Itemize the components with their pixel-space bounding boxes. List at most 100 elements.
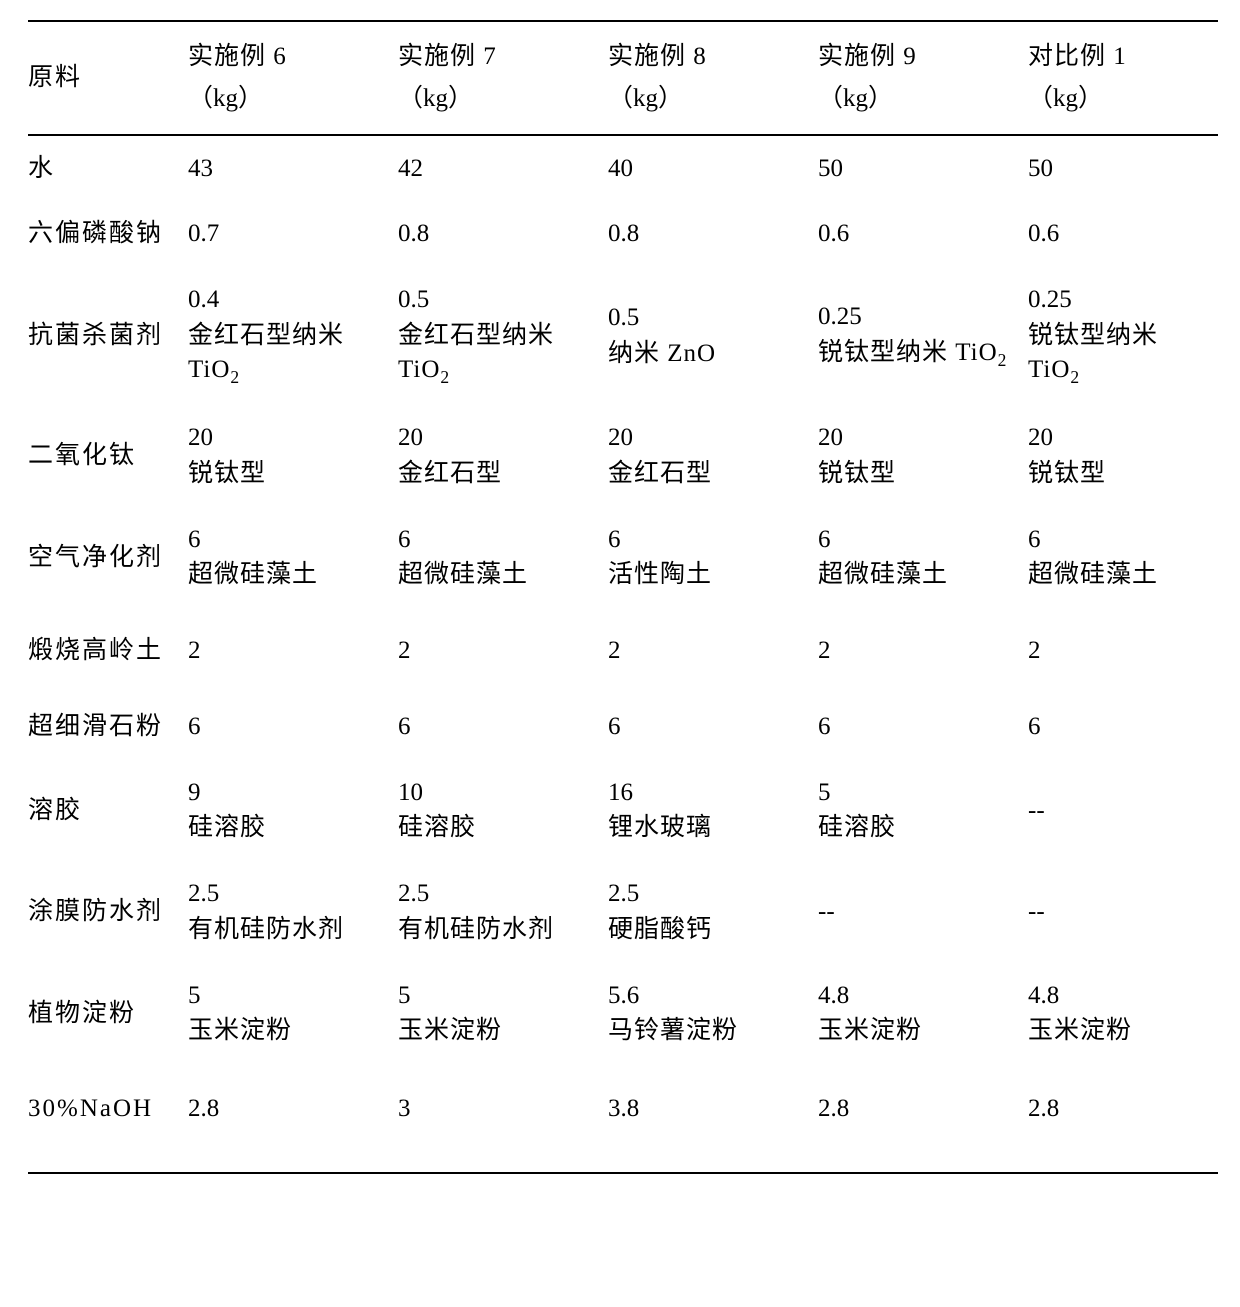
cell-value: 20 (1028, 421, 1214, 455)
table-cell: 6 (188, 694, 398, 760)
table-row: 二氧化钛20锐钛型20金红石型20金红石型20锐钛型20锐钛型 (28, 405, 1218, 507)
cell-value: 2.8 (188, 1092, 394, 1126)
cell-subtext: 活性陶土 (608, 558, 814, 592)
cell-subtext: 玉米淀粉 (1028, 1014, 1214, 1048)
table-cell: 5玉米淀粉 (188, 963, 398, 1065)
cell-subtext: 玉米淀粉 (398, 1014, 604, 1048)
cell-value: 20 (398, 421, 604, 455)
table-cell: 2.5有机硅防水剂 (398, 861, 608, 963)
col-header-line1: 实施例 6 (188, 40, 394, 74)
row-label: 植物淀粉 (28, 963, 188, 1065)
table-cell: 42 (398, 135, 608, 202)
table-cell: 0.25锐钛型纳米 TiO2 (1028, 267, 1218, 405)
cell-subtext: 有机硅防水剂 (188, 913, 394, 947)
row-label-text: 植物淀粉 (28, 1000, 136, 1027)
cell-value: 6 (818, 523, 1024, 557)
cell-value: -- (1028, 794, 1214, 828)
cell-value: 42 (398, 152, 604, 186)
cell-value: 6 (188, 710, 394, 744)
cell-value: 5 (818, 776, 1024, 810)
row-label: 煅烧高岭土 (28, 608, 188, 694)
cell-subtext: 硅溶胶 (188, 811, 394, 845)
row-label-text: 30%NaOH (28, 1095, 153, 1122)
table-cell: 0.5纳米 ZnO (608, 267, 818, 405)
row-label: 二氧化钛 (28, 405, 188, 507)
table-body: 水4342405050六偏磷酸钠0.70.80.80.60.6抗菌杀菌剂0.4金… (28, 135, 1218, 1173)
row-label: 涂膜防水剂 (28, 861, 188, 963)
row-label: 水 (28, 135, 188, 202)
cell-value: 3.8 (608, 1092, 814, 1126)
table-row: 溶胶9硅溶胶10硅溶胶16锂水玻璃5硅溶胶-- (28, 760, 1218, 862)
table-cell: 43 (188, 135, 398, 202)
table-cell: 2.5硬脂酸钙 (608, 861, 818, 963)
row-label: 溶胶 (28, 760, 188, 862)
table-cell: 2 (1028, 608, 1218, 694)
table-cell: 2.5有机硅防水剂 (188, 861, 398, 963)
row-label-text: 超细滑石粉 (28, 713, 163, 740)
table-cell: 20锐钛型 (188, 405, 398, 507)
table-cell: 6 (398, 694, 608, 760)
table-cell: 20锐钛型 (1028, 405, 1218, 507)
table-cell: 2.8 (818, 1064, 1028, 1173)
cell-value: 9 (188, 776, 394, 810)
col-header-comp1: 对比例 1 （kg） (1028, 21, 1218, 135)
table-cell: 0.6 (1028, 201, 1218, 267)
table-cell: 16锂水玻璃 (608, 760, 818, 862)
cell-value: 0.6 (818, 217, 1024, 251)
table-cell: 20金红石型 (398, 405, 608, 507)
cell-value: 20 (818, 421, 1024, 455)
cell-value: 3 (398, 1092, 604, 1126)
cell-value: 0.5 (608, 301, 814, 335)
cell-value: 4.8 (818, 979, 1024, 1013)
col-header-line2: （kg） (398, 82, 604, 116)
cell-subtext: 玉米淀粉 (818, 1014, 1024, 1048)
table-cell: 2 (398, 608, 608, 694)
cell-value: -- (1028, 895, 1214, 929)
table-cell: 6超微硅藻土 (398, 507, 608, 609)
cell-value: -- (818, 895, 1024, 929)
cell-value: 0.8 (398, 217, 604, 251)
row-label-text: 水 (28, 155, 55, 182)
cell-value: 16 (608, 776, 814, 810)
cell-subtext: 马铃薯淀粉 (608, 1014, 814, 1048)
table-cell: -- (1028, 861, 1218, 963)
table-cell: 0.25锐钛型纳米 TiO2 (818, 267, 1028, 405)
table-row: 超细滑石粉66666 (28, 694, 1218, 760)
row-label-text: 六偏磷酸钠 (28, 220, 163, 247)
table-cell: 20金红石型 (608, 405, 818, 507)
cell-value: 0.7 (188, 217, 394, 251)
col-header-line2: （kg） (608, 82, 814, 116)
cell-value: 4.8 (1028, 979, 1214, 1013)
table-cell: 50 (1028, 135, 1218, 202)
cell-subtext: 锐钛型纳米 TiO2 (1028, 319, 1214, 389)
table-cell: 0.5金红石型纳米 TiO2 (398, 267, 608, 405)
col-header-line1: 实施例 8 (608, 40, 814, 74)
cell-subtext: 超微硅藻土 (188, 558, 394, 592)
table-cell: -- (1028, 760, 1218, 862)
cell-value: 2 (188, 634, 394, 668)
cell-subtext: 超微硅藻土 (1028, 558, 1214, 592)
col-header-line2: （kg） (188, 82, 394, 116)
table-cell: 6超微硅藻土 (1028, 507, 1218, 609)
cell-value: 20 (608, 421, 814, 455)
cell-subtext: 纳米 ZnO (608, 337, 814, 371)
col-header-ex7: 实施例 7 （kg） (398, 21, 608, 135)
row-label: 六偏磷酸钠 (28, 201, 188, 267)
cell-subtext: 金红石型纳米 TiO2 (398, 319, 604, 389)
cell-value: 6 (608, 523, 814, 557)
table-cell: 5玉米淀粉 (398, 963, 608, 1065)
row-label: 空气净化剂 (28, 507, 188, 609)
cell-subtext: 锐钛型 (818, 457, 1024, 491)
cell-value: 6 (398, 523, 604, 557)
table-row: 空气净化剂6超微硅藻土6超微硅藻土6活性陶土6超微硅藻土6超微硅藻土 (28, 507, 1218, 609)
table-cell: 2 (608, 608, 818, 694)
cell-subtext: 金红石型 (398, 457, 604, 491)
table-cell: 2.8 (188, 1064, 398, 1173)
table-row: 30%NaOH2.833.82.82.8 (28, 1064, 1218, 1173)
cell-value: 6 (398, 710, 604, 744)
cell-value: 0.5 (398, 283, 604, 317)
cell-value: 2.5 (398, 877, 604, 911)
table-cell: 10硅溶胶 (398, 760, 608, 862)
table-cell: 6 (608, 694, 818, 760)
table-cell: 20锐钛型 (818, 405, 1028, 507)
